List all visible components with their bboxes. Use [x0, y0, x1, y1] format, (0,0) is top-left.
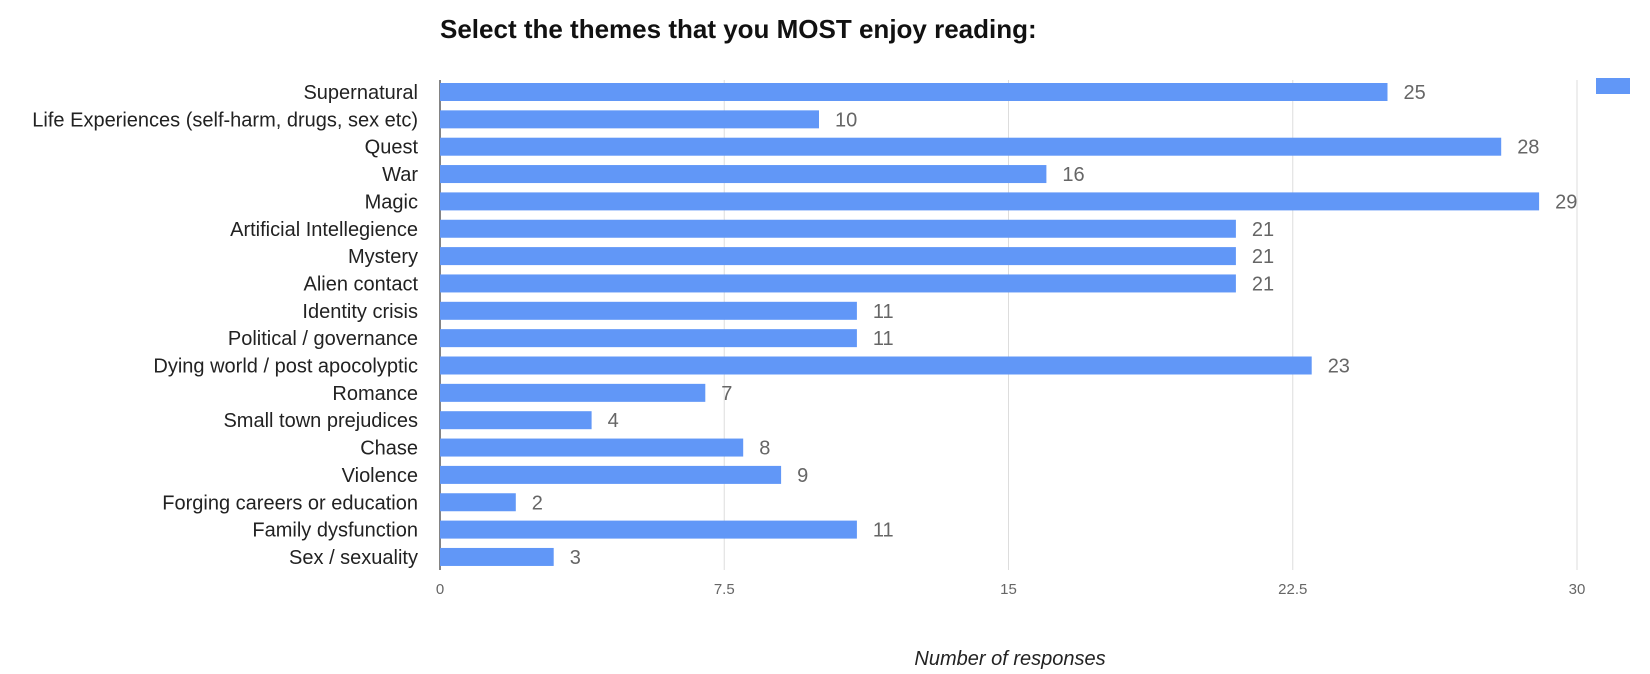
category-label: Alien contact — [303, 273, 418, 295]
category-label: Violence — [342, 465, 418, 487]
category-label: Quest — [365, 137, 419, 159]
bar — [440, 466, 781, 484]
bar — [440, 521, 857, 539]
bar — [440, 548, 554, 566]
bar — [440, 110, 819, 128]
category-label: Artificial Intellegience — [230, 219, 418, 241]
bar — [440, 220, 1236, 238]
bar — [440, 138, 1501, 156]
category-label: Political / governance — [228, 328, 418, 350]
category-label: Mystery — [348, 246, 418, 268]
category-labels: Supernatural Life Experiences (self-harm,… — [32, 82, 418, 569]
category-label: Sex / sexuality — [289, 547, 418, 569]
value-label: 3 — [570, 547, 581, 569]
bar — [440, 192, 1539, 210]
category-label: Identity crisis — [302, 301, 418, 323]
x-tick-labels: 0 7.5 15 22.5 30 — [436, 581, 1586, 598]
bar — [440, 247, 1236, 265]
x-axis-label: Number of responses — [914, 648, 1105, 670]
value-label: 2 — [532, 492, 543, 514]
value-label: 9 — [797, 465, 808, 487]
bar — [440, 329, 857, 347]
category-label: Small town prejudices — [223, 410, 418, 432]
category-label: Family dysfunction — [252, 520, 418, 542]
value-label: 21 — [1252, 273, 1274, 295]
x-tick-label: 0 — [436, 581, 444, 598]
category-label: Supernatural — [303, 82, 418, 104]
legend-swatch — [1596, 78, 1630, 94]
value-label: 21 — [1252, 246, 1274, 268]
x-tick-label: 30 — [1569, 581, 1586, 598]
x-tick-label: 7.5 — [714, 581, 735, 598]
category-label: Romance — [332, 383, 418, 405]
category-label: Chase — [360, 438, 418, 460]
bar — [440, 83, 1388, 101]
bar — [440, 493, 516, 511]
value-label: 10 — [835, 109, 857, 131]
bar — [440, 439, 743, 457]
value-label: 28 — [1517, 137, 1539, 159]
x-tick-label: 15 — [1000, 581, 1017, 598]
value-label: 25 — [1404, 82, 1426, 104]
bar — [440, 165, 1046, 183]
category-label: Magic — [365, 191, 418, 213]
category-label: War — [382, 164, 418, 186]
value-label: 11 — [873, 301, 894, 323]
bar — [440, 274, 1236, 292]
bar — [440, 411, 592, 429]
category-label: Forging careers or education — [162, 492, 418, 514]
bar — [440, 302, 857, 320]
value-label: 11 — [873, 520, 894, 542]
chart-title: Select the themes that you MOST enjoy re… — [440, 14, 1037, 44]
bars — [440, 83, 1539, 566]
value-label: 23 — [1328, 356, 1350, 378]
value-label: 4 — [608, 410, 619, 432]
bar — [440, 357, 1312, 375]
value-label: 8 — [759, 438, 770, 460]
value-label: 16 — [1062, 164, 1084, 186]
value-label: 29 — [1555, 191, 1577, 213]
bar — [440, 384, 705, 402]
value-label: 21 — [1252, 219, 1274, 241]
category-label: Life Experiences (self-harm, drugs, sex … — [32, 109, 418, 131]
value-label: 7 — [721, 383, 732, 405]
category-label: Dying world / post apocolyptic — [153, 356, 418, 378]
x-tick-label: 22.5 — [1278, 581, 1307, 598]
value-label: 11 — [873, 328, 894, 350]
